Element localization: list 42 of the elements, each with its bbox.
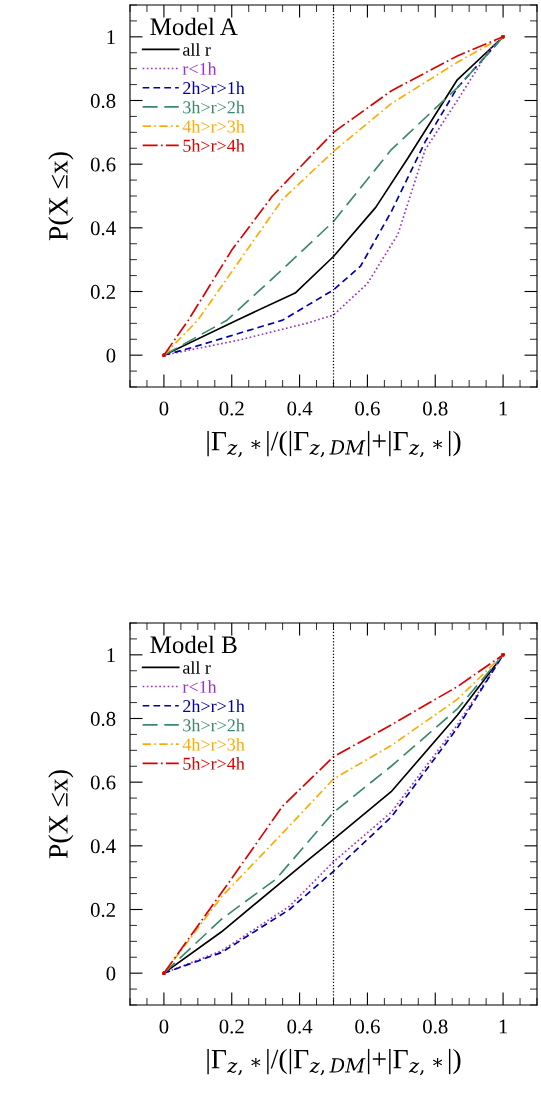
legend-label: all r xyxy=(183,661,211,674)
x-tick-label: 0.4 xyxy=(287,401,313,416)
legend-label: 2h>r>1h xyxy=(183,81,245,95)
y-axis-title: P(X ≤x) xyxy=(48,152,74,241)
x-tick-label: 1 xyxy=(499,1019,508,1034)
x-tick-label: 0.2 xyxy=(219,1019,244,1034)
legend-label: all r xyxy=(183,43,211,56)
y-axis-title: P(X ≤x) xyxy=(48,770,74,859)
x-tick-label: 0.8 xyxy=(423,1019,448,1034)
y-tick-label: 0.8 xyxy=(90,711,116,727)
x-tick-label: 0.4 xyxy=(287,1019,313,1034)
legend-label: r<1h xyxy=(182,62,217,75)
x-tick-label: 0 xyxy=(159,1019,169,1034)
x-tick-label: 0 xyxy=(159,401,169,416)
y-tick-label: 0.6 xyxy=(90,775,116,790)
x-axis-title: |Γ$_{z,*}$|/(|Γ$_{z,DM}$|+|Γ$_{z,*}$|) xyxy=(207,1048,461,1076)
legend-title: Model B xyxy=(150,635,237,654)
y-tick-label: 0.4 xyxy=(90,839,116,854)
y-tick-label: 1 xyxy=(107,30,115,45)
legend-label: 4h>r>3h xyxy=(182,737,245,751)
x-tick-label: 0.6 xyxy=(355,401,380,416)
y-tick-label: 0 xyxy=(106,348,116,363)
legend-title: Model A xyxy=(150,17,238,36)
y-tick-label: 0.2 xyxy=(90,284,115,300)
x-tick-label: 0.2 xyxy=(219,401,244,416)
y-tick-label: 1 xyxy=(107,648,115,663)
x-axis-title: |Γ$_{z,*}$|/(|Γ$_{z,DM}$|+|Γ$_{z,*}$|) xyxy=(207,430,461,458)
x-tick-label: 0.6 xyxy=(355,1019,380,1034)
legend-label: r<1h xyxy=(182,680,217,693)
legend-label: 3h>r>2h xyxy=(183,718,245,732)
x-tick-label: 1 xyxy=(499,401,508,416)
legend-label: 5h>r>4h xyxy=(183,757,245,770)
x-tick-label: 0.8 xyxy=(423,401,448,416)
y-tick-label: 0.8 xyxy=(90,93,116,109)
legend-label: 2h>r>1h xyxy=(183,699,245,713)
legend-label: 3h>r>2h xyxy=(183,100,245,114)
y-tick-label: 0 xyxy=(106,966,116,981)
y-tick-label: 0.2 xyxy=(90,902,115,918)
y-tick-label: 0.6 xyxy=(90,157,116,172)
legend-label: 5h>r>4h xyxy=(183,139,245,152)
legend-label: 4h>r>3h xyxy=(182,119,245,133)
y-tick-label: 0.4 xyxy=(90,221,116,236)
